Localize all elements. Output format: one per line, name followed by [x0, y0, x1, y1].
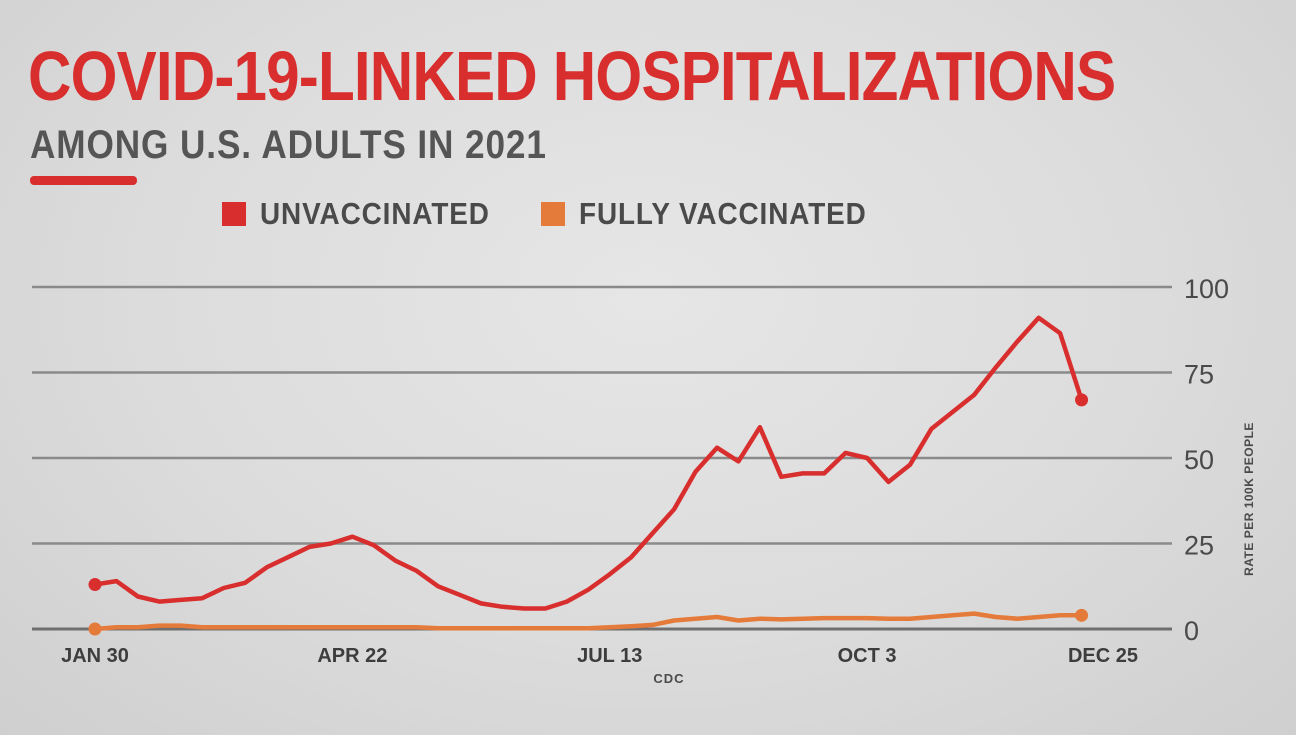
title-accent-bar: [30, 176, 137, 185]
x-tick-label: OCT 3: [838, 645, 897, 667]
x-tick-label: JUL 13: [577, 645, 642, 667]
data-point-unvaccinated: [1075, 393, 1089, 407]
legend-swatch-fully-vaccinated: [541, 202, 566, 226]
data-point-unvaccinated: [88, 578, 102, 592]
chart-title: COVID-19-LINKED HOSPITALIZATIONS: [28, 37, 1116, 115]
chart-subtitle: AMONG U.S. ADULTS IN 2021: [30, 123, 547, 167]
legend-swatch-unvaccinated: [222, 202, 246, 226]
legend-label-unvaccinated: UNVACCINATED: [260, 196, 490, 231]
y-tick-label: 0: [1184, 616, 1199, 646]
legend-item-fully-vaccinated: FULLY VACCINATED: [541, 196, 899, 232]
y-axis-label: RATE PER 100K PEOPLE: [1242, 422, 1256, 576]
x-tick-label: DEC 25: [1068, 645, 1138, 667]
legend-item-unvaccinated: UNVACCINATED: [222, 196, 515, 232]
x-axis-label: CDC: [653, 671, 684, 686]
legend-label-fully-vaccinated: FULLY VACCINATED: [579, 196, 868, 231]
y-tick-label: 50: [1184, 445, 1214, 475]
y-tick-label: 100: [1184, 274, 1229, 304]
y-tick-label: 75: [1184, 360, 1214, 390]
legend: UNVACCINATED FULLY VACCINATED: [222, 192, 925, 236]
series-line-unvaccinated: [92, 315, 1084, 611]
x-tick-label: JAN 30: [61, 645, 129, 667]
x-tick-label: APR 22: [317, 645, 387, 667]
data-point-fully-vaccinated: [88, 622, 102, 636]
y-tick-label: 25: [1184, 531, 1214, 561]
data-point-fully-vaccinated: [1075, 608, 1089, 622]
series-line-fully-vaccinated: [92, 611, 1084, 632]
